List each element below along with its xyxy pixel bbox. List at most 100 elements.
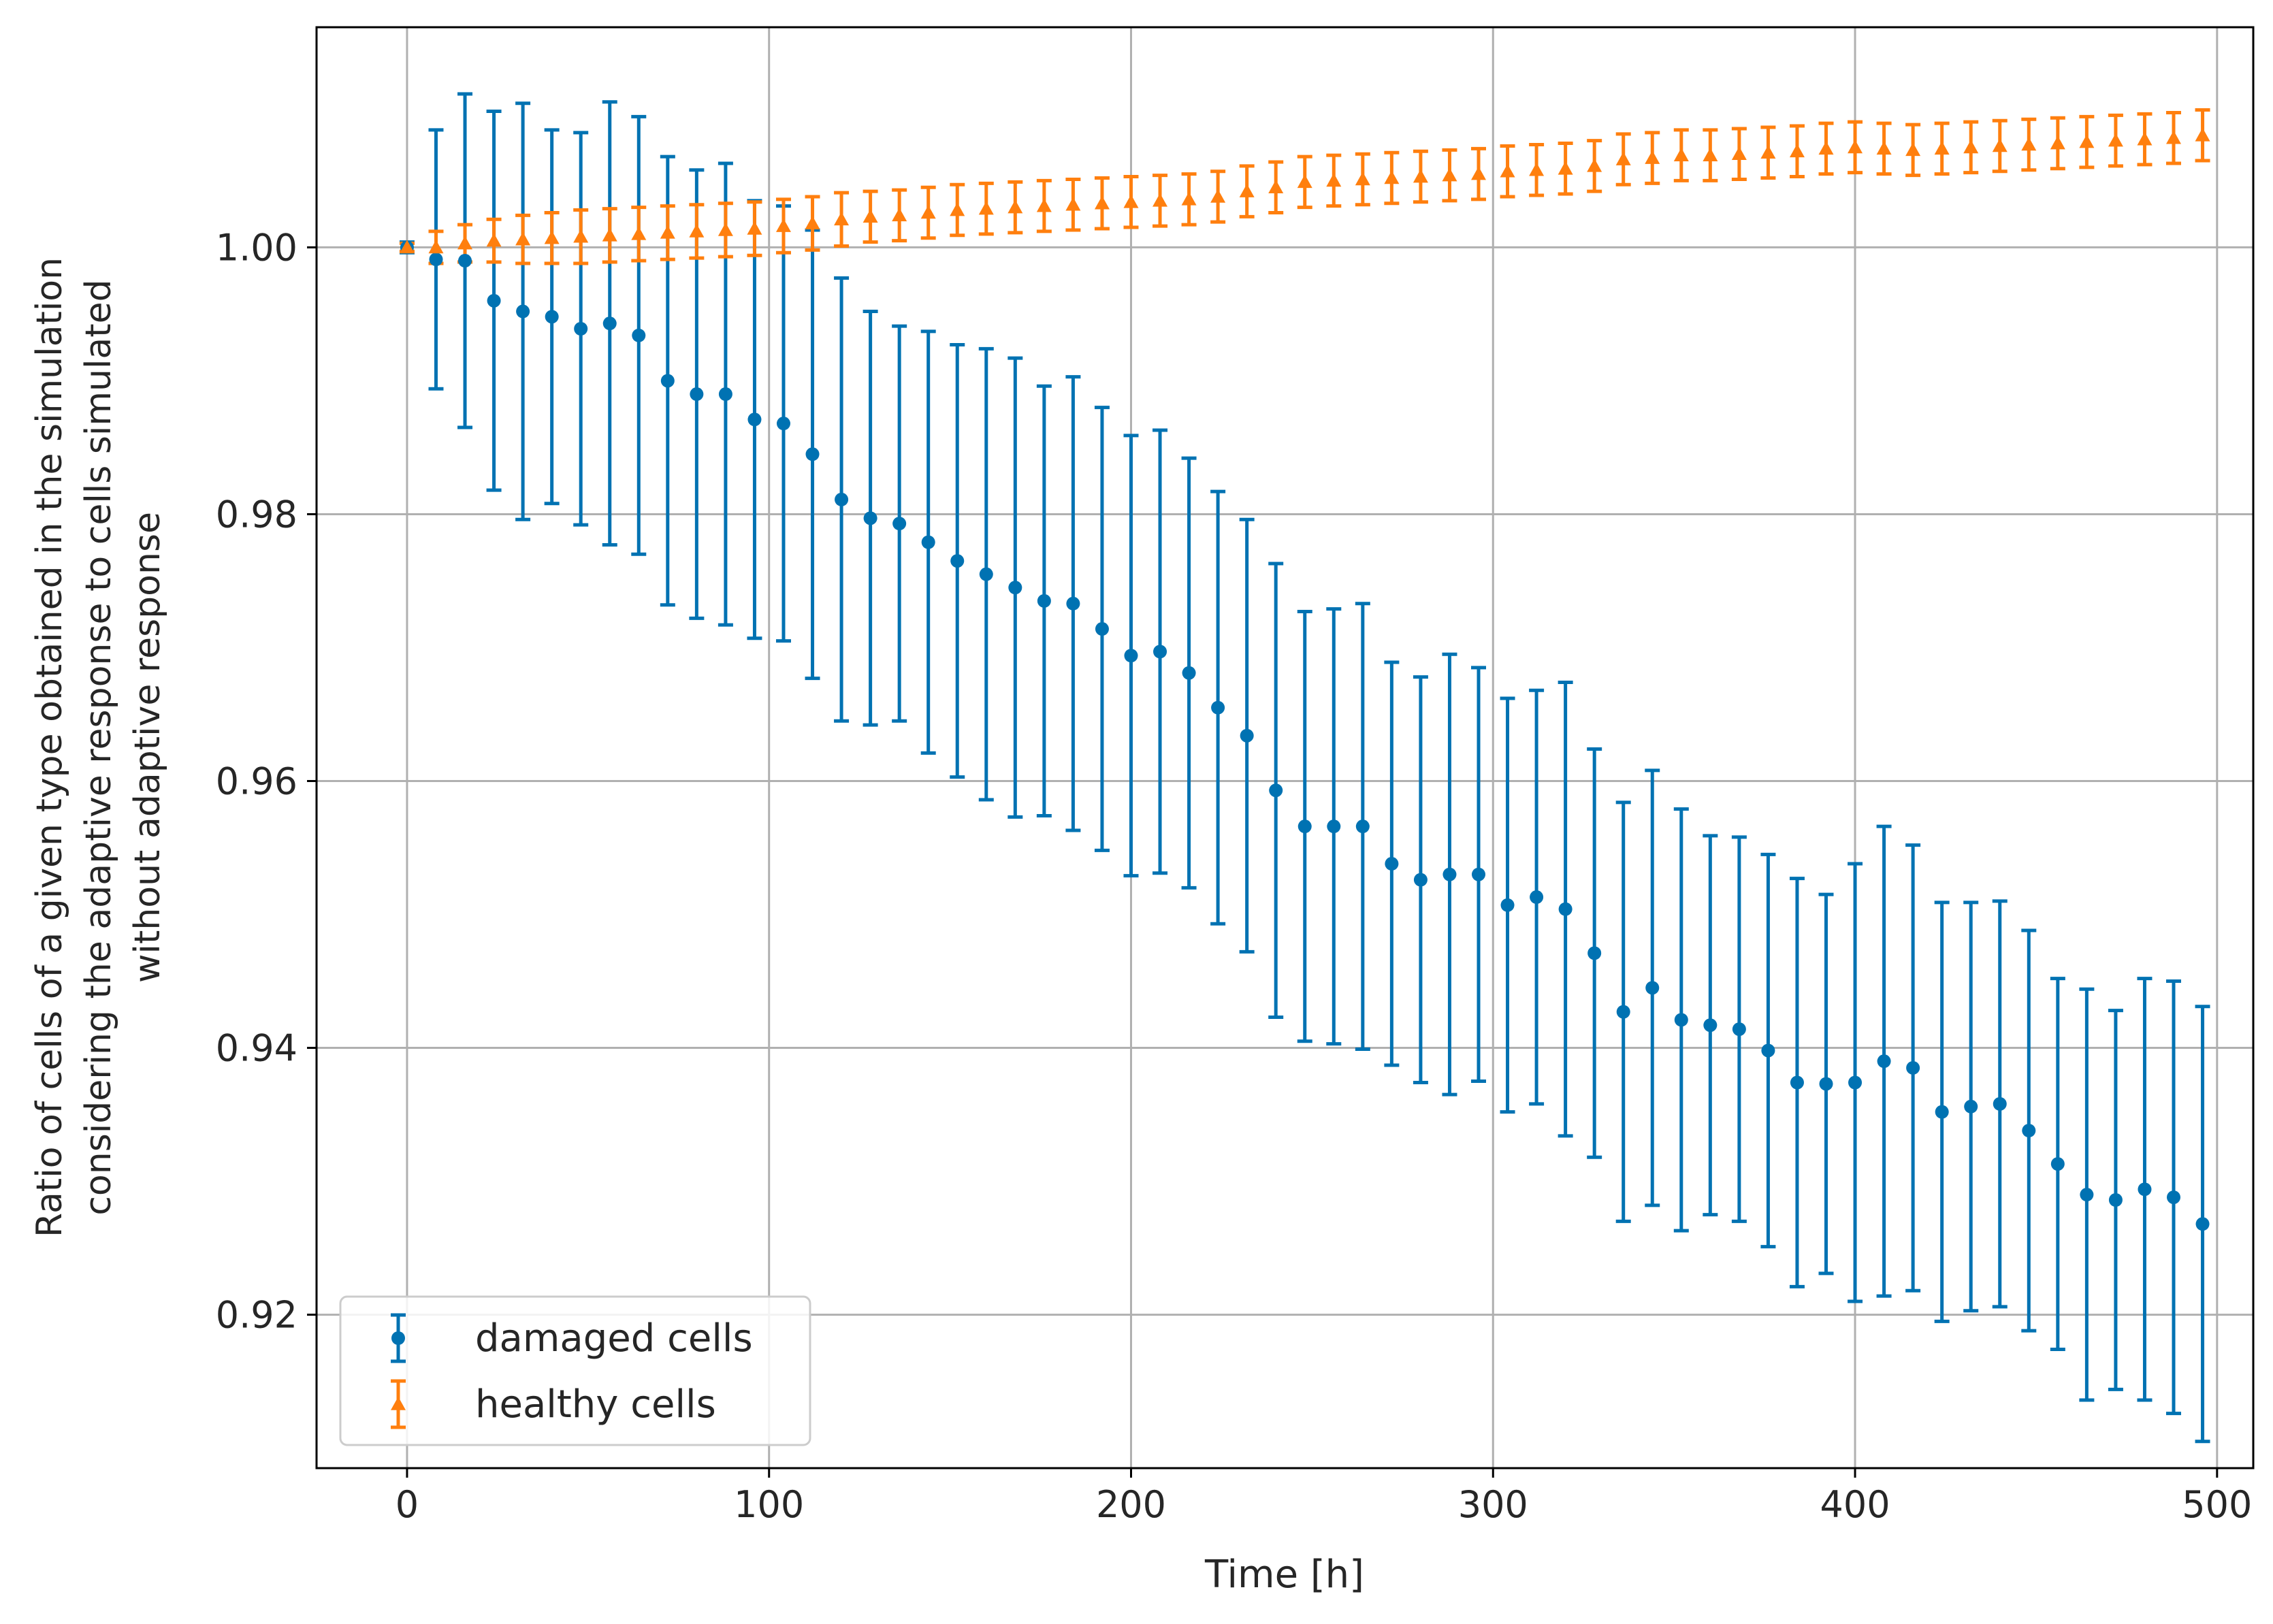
- damaged-cells-point: [1240, 728, 1254, 743]
- damaged-cells-point: [574, 322, 588, 336]
- damaged-cells-point: [1297, 819, 1312, 834]
- y-axis-label-line-2: considering the adaptive response to cel…: [78, 279, 119, 1215]
- damaged-cells-point: [1674, 1013, 1688, 1027]
- damaged-cells-point: [1790, 1075, 1804, 1090]
- x-axis-label: Time [h]: [1204, 1553, 1364, 1597]
- y-axis-label-line-1: Ratio of cells of a given type obtained …: [29, 257, 70, 1237]
- healthy-cells-point: [718, 222, 733, 236]
- damaged-cells-point: [1530, 890, 1544, 905]
- healthy-cells-point: [1065, 197, 1081, 211]
- y-tick-label: 0.98: [216, 493, 297, 536]
- damaged-cells-point: [718, 387, 732, 402]
- healthy-cells-point: [805, 216, 820, 229]
- damaged-cells-point: [1442, 867, 1457, 881]
- healthy-cells-point: [1848, 140, 1863, 154]
- healthy-cells-point: [1123, 194, 1139, 208]
- legend-healthy-cells-label: healthy cells: [475, 1382, 716, 1427]
- healthy-cells-point: [1876, 141, 1892, 155]
- healthy-cells-point: [1152, 193, 1168, 207]
- healthy-cells-point: [1442, 167, 1457, 182]
- damaged-cells-point: [1385, 857, 1399, 871]
- healthy-cells-point: [1384, 170, 1400, 184]
- y-axis-label: Ratio of cells of a given type obtained …: [29, 257, 168, 1237]
- damaged-cells-point: [863, 511, 877, 525]
- healthy-cells-point: [1818, 141, 1834, 155]
- damaged-cells-point: [516, 304, 530, 319]
- healthy-cells-point: [1789, 144, 1805, 158]
- damaged-cells-point: [1964, 1099, 1978, 1114]
- damaged-cells-point: [2167, 1190, 2181, 1205]
- damaged-cells-point: [1587, 946, 1602, 960]
- healthy-cells-point: [573, 229, 589, 243]
- healthy-cells-point: [2166, 130, 2182, 144]
- healthy-cells-point: [660, 225, 675, 239]
- x-tick-label: 0: [396, 1483, 419, 1526]
- x-tick-label: 300: [1458, 1483, 1528, 1526]
- healthy-cells-point: [1413, 169, 1428, 183]
- legend: damaged cells healthy cells: [339, 1295, 811, 1446]
- healthy-cells-point: [1355, 172, 1370, 186]
- healthy-cells-point: [834, 212, 850, 226]
- damaged-cells-point: [1935, 1105, 1949, 1119]
- damaged-cells-point: [1558, 902, 1573, 916]
- healthy-cells-point: [978, 201, 994, 215]
- damaged-cells-point: [1472, 867, 1485, 881]
- damaged-cells-point: [1906, 1060, 1920, 1075]
- x-tick-label: 500: [2182, 1483, 2252, 1526]
- damaged-cells-point: [979, 567, 993, 581]
- healthy-cells-point: [1645, 150, 1660, 164]
- damaged-cells-point: [2022, 1124, 2036, 1138]
- damaged-cells-point: [805, 447, 820, 461]
- damaged-cells-point: [1703, 1018, 1718, 1033]
- damaged-cells-point: [776, 417, 790, 431]
- damaged-cells-point: [458, 254, 472, 268]
- healthy-cells-point: [2021, 137, 2037, 151]
- damaged-cells-point: [2080, 1188, 2094, 1202]
- healthy-cells-point: [1007, 199, 1023, 214]
- healthy-cells-point: [863, 209, 878, 223]
- x-tick-label: 400: [1820, 1483, 1890, 1526]
- legend-damaged-cells-symbol: [391, 1313, 406, 1363]
- x-tick-label: 200: [1096, 1483, 1166, 1526]
- healthy-cells-point: [1529, 162, 1545, 176]
- healthy-cells-point: [1992, 138, 2008, 152]
- damaged-cells-point: [690, 387, 704, 402]
- healthy-cells-point: [544, 230, 560, 244]
- damaged-cells-point: [1848, 1075, 1863, 1090]
- healthy-cells-point: [2079, 134, 2095, 148]
- healthy-cells-point: [1615, 152, 1631, 165]
- damaged-cells-point: [1761, 1043, 1775, 1058]
- damaged-cells-point: [2138, 1182, 2152, 1197]
- markers: [399, 127, 2210, 1231]
- healthy-cells-point: [515, 231, 531, 246]
- healthy-cells-point: [1268, 180, 1284, 194]
- healthy-cells-point: [920, 205, 936, 219]
- healthy-cells-point: [1094, 195, 1110, 210]
- healthy-cells-point: [1558, 161, 1573, 175]
- damaged-cells-point: [1124, 649, 1138, 663]
- damaged-cells-point: [660, 374, 675, 388]
- healthy-cells-point: [2108, 133, 2123, 147]
- damaged-cells-point: [1355, 819, 1370, 834]
- damaged-cells-point: [835, 492, 849, 506]
- healthy-cells-point: [1181, 191, 1197, 206]
- healthy-cells-point: [1326, 173, 1342, 187]
- damaged-cells-point: [1819, 1077, 1833, 1091]
- healthy-cells-point: [631, 226, 647, 240]
- healthy-cells-point: [747, 221, 762, 235]
- damaged-cells-point: [1645, 981, 1660, 995]
- legend-marker: [391, 1331, 405, 1345]
- damaged-cells-point: [1182, 666, 1196, 680]
- damaged-cells-point: [1066, 596, 1080, 611]
- damaged-cells-point: [602, 316, 617, 331]
- damaged-cells-point: [2195, 1217, 2210, 1231]
- damaged-cells-point: [1877, 1054, 1891, 1069]
- healthy-cells-point: [1673, 148, 1689, 161]
- healthy-cells-point: [1471, 166, 1486, 180]
- damaged-cells-point: [2050, 1157, 2065, 1171]
- damaged-cells-point: [1616, 1005, 1630, 1019]
- damaged-cells-point: [1008, 581, 1022, 595]
- healthy-cells-point: [486, 233, 502, 247]
- damaged-cells-point: [1993, 1097, 2007, 1111]
